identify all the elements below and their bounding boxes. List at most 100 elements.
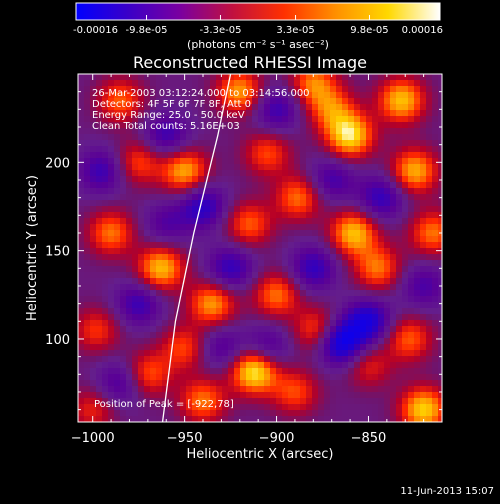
heatmap-cell xyxy=(354,176,361,183)
heatmap-cell xyxy=(258,110,265,117)
heatmap-cell xyxy=(168,242,175,249)
heatmap-cell xyxy=(252,320,259,327)
heatmap-cell xyxy=(90,224,97,231)
heatmap-cell xyxy=(378,116,385,123)
heatmap-cell xyxy=(312,416,319,422)
heatmap-cell xyxy=(342,146,349,153)
heatmap-cell xyxy=(270,170,277,177)
heatmap-cell xyxy=(198,116,205,123)
heatmap-cell xyxy=(408,122,415,129)
heatmap-cell xyxy=(108,410,115,417)
heatmap-cell xyxy=(234,98,241,105)
heatmap-cell xyxy=(234,206,241,213)
heatmap-cell xyxy=(198,152,205,159)
heatmap-cell xyxy=(246,356,253,363)
heatmap-cell xyxy=(198,386,205,393)
heatmap-cell xyxy=(216,260,223,267)
heatmap-cell xyxy=(312,194,319,201)
heatmap-cell xyxy=(300,164,307,171)
heatmap-cell xyxy=(342,110,349,117)
heatmap-cell xyxy=(426,80,433,87)
heatmap-cell xyxy=(174,278,181,285)
heatmap-cell xyxy=(156,398,163,405)
heatmap-cell xyxy=(342,326,349,333)
heatmap-cell xyxy=(204,404,211,411)
heatmap-cell xyxy=(384,140,391,147)
heatmap-cell xyxy=(174,194,181,201)
heatmap-cell xyxy=(318,98,325,105)
heatmap-cell xyxy=(372,254,379,261)
heatmap-cell xyxy=(84,368,91,375)
heatmap-cell xyxy=(84,326,91,333)
heatmap-cell xyxy=(234,116,241,123)
heatmap-cell xyxy=(384,188,391,195)
heatmap-cell xyxy=(132,314,139,321)
heatmap-cell xyxy=(174,80,181,87)
heatmap-cell xyxy=(258,146,265,153)
heatmap-cell xyxy=(156,146,163,153)
heatmap-cell xyxy=(270,182,277,189)
heatmap-cell xyxy=(84,314,91,321)
heatmap-cell xyxy=(162,122,169,129)
heatmap-cell xyxy=(174,380,181,387)
colorbar-tick-label: -9.8e-05 xyxy=(126,25,168,36)
heatmap-cell xyxy=(198,260,205,267)
heatmap-cell xyxy=(186,278,193,285)
heatmap-cell xyxy=(216,368,223,375)
heatmap-cell xyxy=(438,158,442,165)
heatmap-cell xyxy=(324,152,331,159)
heatmap-cell xyxy=(78,374,85,381)
heatmap-cell xyxy=(132,392,139,399)
heatmap-cell xyxy=(114,362,121,369)
solar-limb-line xyxy=(161,74,232,422)
heatmap-cell xyxy=(240,290,247,297)
heatmap-cell xyxy=(228,272,235,279)
heatmap-cell xyxy=(174,320,181,327)
heatmap-cell xyxy=(258,308,265,315)
heatmap-cell xyxy=(354,404,361,411)
heatmap-cell xyxy=(336,98,343,105)
heatmap-cell xyxy=(156,110,163,117)
heatmap-cell xyxy=(156,182,163,189)
heatmap-cell xyxy=(336,356,343,363)
heatmap-cell xyxy=(294,206,301,213)
heatmap-cell xyxy=(432,344,439,351)
heatmap-cell xyxy=(342,128,349,135)
heatmap-cell xyxy=(378,254,385,261)
heatmap-cell xyxy=(342,320,349,327)
heatmap-cell xyxy=(96,266,103,273)
heatmap-cell xyxy=(156,158,163,165)
heatmap-cell xyxy=(264,206,271,213)
heatmap-cell xyxy=(78,86,85,93)
heatmap-cell xyxy=(354,218,361,225)
heatmap-cell xyxy=(174,170,181,177)
heatmap-cell xyxy=(264,416,271,422)
heatmap-cell xyxy=(78,392,85,399)
heatmap-cell xyxy=(162,278,169,285)
heatmap-cell xyxy=(174,146,181,153)
heatmap-cell xyxy=(402,134,409,141)
heatmap-cell xyxy=(408,98,415,105)
heatmap-cell xyxy=(198,80,205,87)
heatmap-cell xyxy=(84,410,91,417)
heatmap-cell xyxy=(228,254,235,261)
heatmap-cell xyxy=(288,122,295,129)
heatmap-cell xyxy=(264,164,271,171)
heatmap-cell xyxy=(288,266,295,273)
heatmap-cell xyxy=(384,356,391,363)
heatmap-cell xyxy=(384,350,391,357)
heatmap-cell xyxy=(228,206,235,213)
heatmap-cell xyxy=(96,290,103,297)
heatmap-cell xyxy=(78,416,85,422)
heatmap-cell xyxy=(240,362,247,369)
heatmap-cell xyxy=(264,134,271,141)
heatmap-cell xyxy=(264,398,271,405)
heatmap-cell xyxy=(414,176,421,183)
heatmap-cell xyxy=(234,260,241,267)
heatmap-cell xyxy=(162,110,169,117)
heatmap-cell xyxy=(312,410,319,417)
heatmap-cell xyxy=(198,398,205,405)
footer-timestamp: 11-Jun-2013 15:07 xyxy=(400,486,494,497)
heatmap-cell xyxy=(426,410,433,417)
heatmap-cell xyxy=(426,128,433,135)
